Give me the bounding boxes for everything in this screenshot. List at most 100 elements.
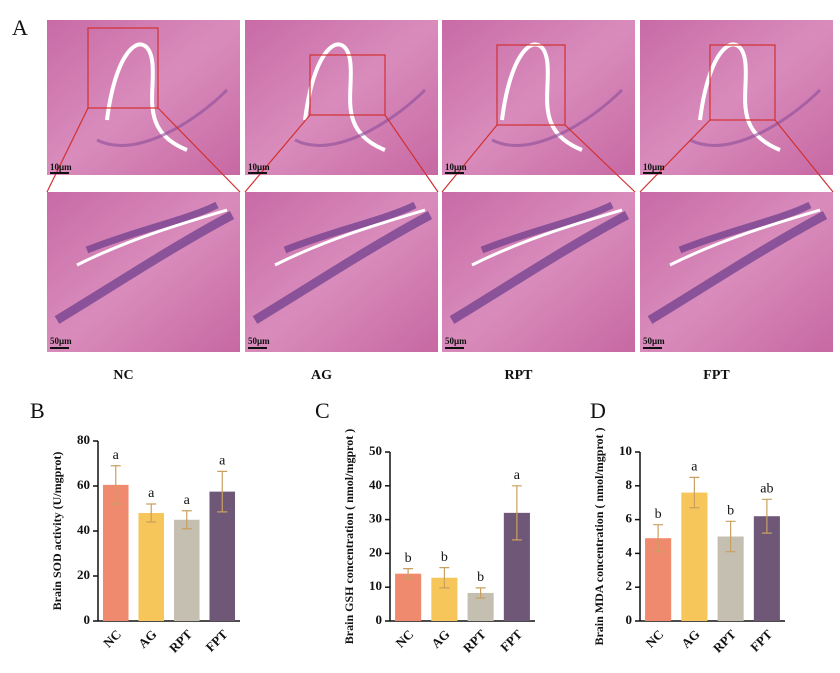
bar <box>209 491 236 621</box>
scale-label: 50μm <box>643 336 665 346</box>
cell-layer <box>283 201 417 254</box>
significance-letter: a <box>113 448 120 463</box>
group-label: AG <box>311 368 332 383</box>
y-tick-label: 2 <box>626 578 633 593</box>
x-tick-label: FPT <box>497 626 525 654</box>
x-tick-label: RPT <box>460 626 489 655</box>
significance-letter: a <box>514 468 521 483</box>
cell-layer <box>252 211 433 324</box>
significance-letter: ab <box>760 482 773 497</box>
zoom-box <box>709 44 776 121</box>
cell-layer <box>480 201 614 254</box>
y-tick-label: 8 <box>626 477 633 492</box>
scale-label: 10μm <box>643 162 665 172</box>
bar <box>395 573 422 621</box>
significance-letter: b <box>441 550 448 565</box>
y-tick-label: 50 <box>369 443 382 458</box>
bar <box>138 513 165 621</box>
scale-label: 50μm <box>50 336 72 346</box>
error-bar <box>761 498 772 534</box>
bar <box>681 492 708 621</box>
error-bar <box>403 568 414 580</box>
error-bar <box>725 520 736 553</box>
cell-layer <box>96 88 229 147</box>
x-tick-label: AG <box>428 627 452 651</box>
error-bar <box>439 566 450 589</box>
detail-image <box>245 192 438 352</box>
zoom-box <box>87 27 159 109</box>
tissue-gap <box>274 208 426 267</box>
detail-image <box>47 192 240 352</box>
y-tick-label: 80 <box>77 432 90 447</box>
x-tick-label: AG <box>678 627 702 651</box>
significance-letter: b <box>727 504 734 519</box>
y-tick-label: 4 <box>626 544 633 559</box>
y-tick-label: 40 <box>77 522 90 537</box>
zoom-line <box>639 119 711 193</box>
x-tick-label: NC <box>100 627 124 651</box>
x-tick-label: NC <box>392 627 416 651</box>
zoom-line <box>564 124 636 193</box>
tissue-fold <box>105 42 188 152</box>
tissue-fold <box>500 42 583 152</box>
tissue-gap <box>669 208 821 267</box>
panel-label: A <box>12 15 28 40</box>
cell-layer <box>689 88 822 147</box>
y-tick-label: 30 <box>369 511 382 526</box>
y-tick-label: 0 <box>626 612 633 627</box>
scale-label: 10μm <box>50 162 72 172</box>
significance-letter: b <box>655 507 662 522</box>
y-tick-label: 20 <box>369 544 382 559</box>
x-tick-label: RPT <box>166 626 195 655</box>
tissue-fold <box>303 42 386 152</box>
y-tick-label: 0 <box>84 612 91 627</box>
bar <box>102 484 129 621</box>
y-tick-label: 20 <box>77 567 90 582</box>
panel-label: C <box>315 398 330 423</box>
zoom-line <box>774 119 834 193</box>
scale-label: 10μm <box>445 162 467 172</box>
error-bar <box>475 587 486 599</box>
x-tick-label: FPT <box>203 626 231 654</box>
zoom-line <box>244 114 311 193</box>
significance-letter: a <box>148 486 155 501</box>
error-bar <box>217 470 228 513</box>
cell-layer <box>449 211 630 324</box>
significance-letter: a <box>691 460 698 475</box>
cell-layer <box>491 88 624 147</box>
error-bar <box>689 476 700 509</box>
detail-image <box>442 192 635 352</box>
scale-label: 50μm <box>248 336 270 346</box>
tissue-gap <box>471 208 623 267</box>
x-tick-label: AG <box>135 627 159 651</box>
bar <box>173 519 200 621</box>
zoom-line <box>157 107 241 193</box>
significance-letter: b <box>477 570 484 585</box>
panel-label: D <box>590 398 606 423</box>
group-label: FPT <box>703 368 730 383</box>
y-axis-label: Brain MDA concentration ( nmol/mgprot ) <box>592 427 606 645</box>
cell-layer <box>647 211 828 324</box>
y-axis-label: Brain GSH concentration ( nmol/mgprot ) <box>342 429 356 644</box>
error-bar <box>110 465 121 505</box>
y-tick-label: 40 <box>369 477 382 492</box>
y-tick-label: 60 <box>77 477 90 492</box>
x-tick-label: NC <box>642 627 666 651</box>
error-bar <box>146 503 157 523</box>
x-tick-label: RPT <box>710 626 739 655</box>
y-axis-label: Brain SOD activity (U/mgprot) <box>50 452 64 611</box>
significance-letter: a <box>184 493 191 508</box>
cell-layer <box>678 201 812 254</box>
y-tick-label: 6 <box>626 511 633 526</box>
cell-layer <box>294 88 427 147</box>
group-label: RPT <box>505 368 534 383</box>
group-label: NC <box>113 368 133 383</box>
significance-letter: b <box>405 551 412 566</box>
cell-layer <box>54 211 235 324</box>
zoom-line <box>384 114 439 193</box>
error-bar <box>181 510 192 530</box>
zoom-line <box>441 124 498 193</box>
detail-image <box>640 192 833 352</box>
tissue-gap <box>76 208 228 267</box>
